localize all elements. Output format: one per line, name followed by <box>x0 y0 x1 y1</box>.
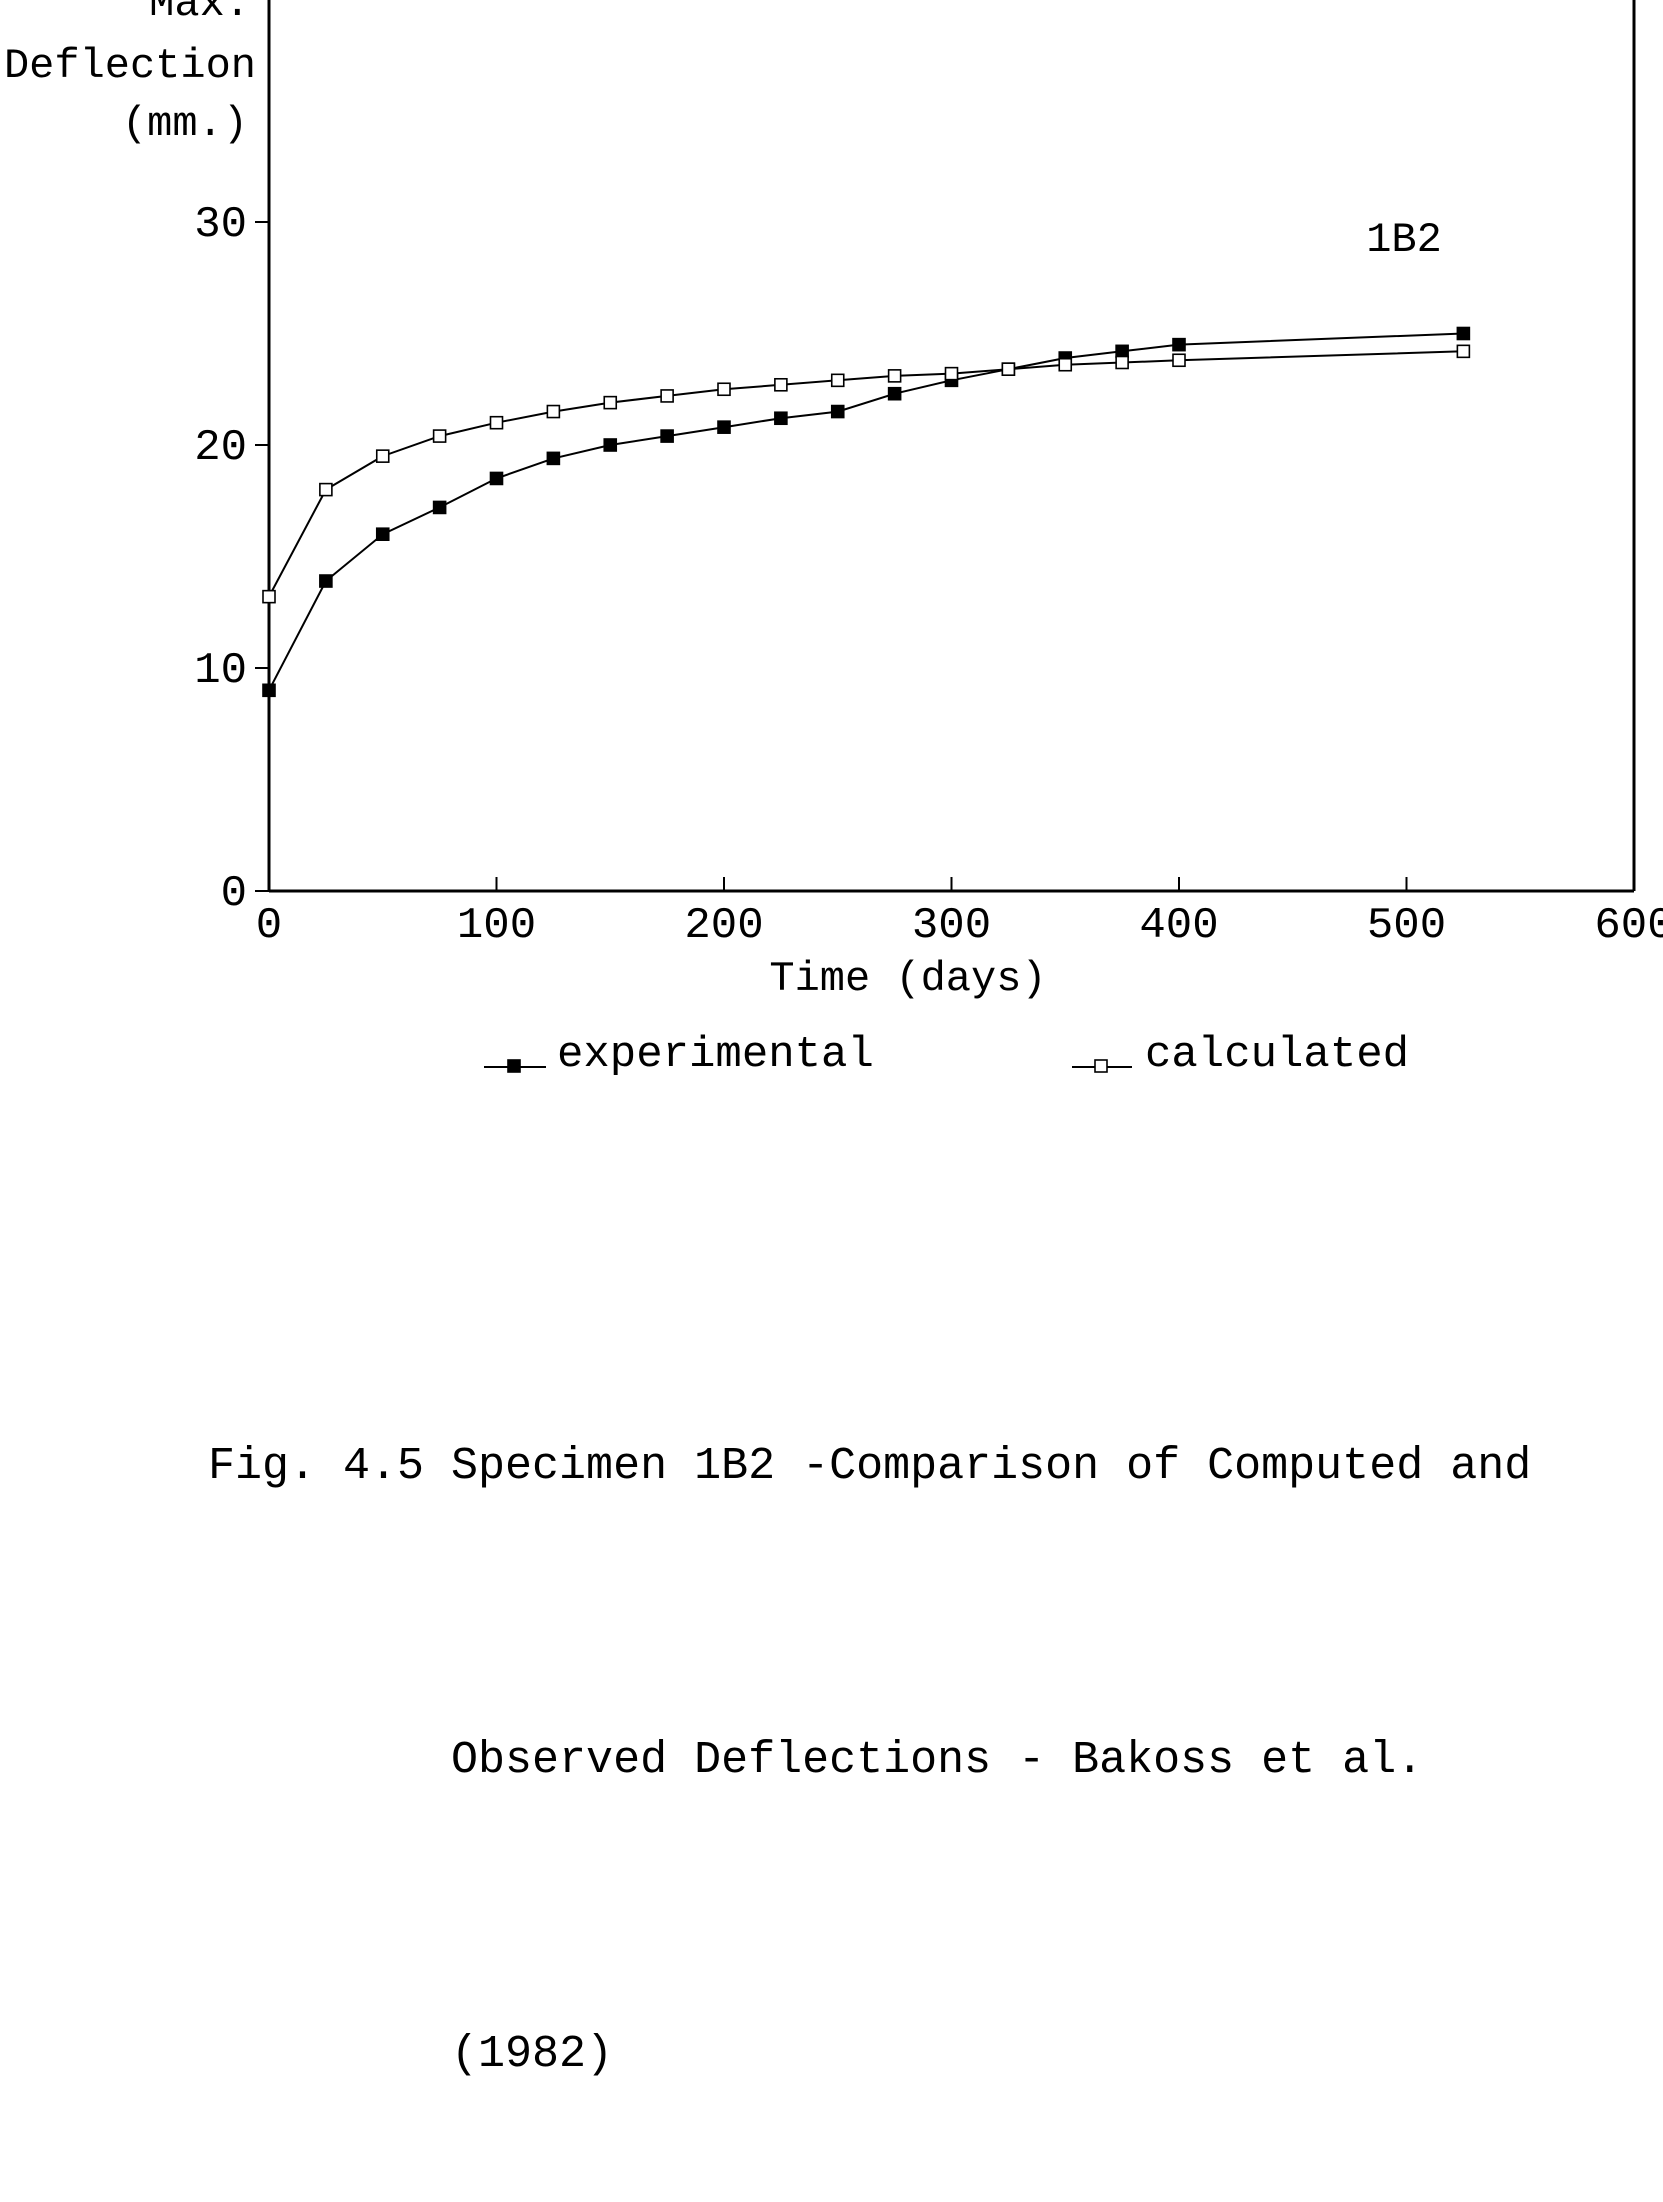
data-point-calculated <box>546 404 561 419</box>
data-point-calculated <box>1115 355 1129 370</box>
data-point-calculated <box>1456 344 1471 359</box>
legend-item-experimental: experimental <box>484 1030 874 1080</box>
data-point-experimental <box>1172 337 1186 352</box>
data-point-calculated <box>774 377 788 392</box>
series-line-experimental <box>268 332 1464 691</box>
data-point-calculated <box>603 395 618 410</box>
legend-label: calculated <box>1145 1030 1409 1080</box>
data-point-calculated <box>375 449 390 463</box>
data-point-experimental <box>319 574 333 588</box>
x-ticks: 0 100 200 300 400 500 600 <box>256 877 1663 951</box>
data-point-experimental <box>489 471 504 486</box>
data-point-calculated <box>660 389 674 403</box>
series-line-calculated <box>268 350 1464 598</box>
data-point-experimental <box>774 411 788 426</box>
data-point-experimental <box>546 451 561 466</box>
caption-line-1: Fig. 4.5 Specimen 1B2 -Comparison of Com… <box>208 1441 1532 1492</box>
legend-item-calculated: calculated <box>1072 1030 1409 1080</box>
y-tick-label: 10 <box>194 646 247 696</box>
x-tick-label: 600 <box>1594 901 1663 951</box>
legend: experimental calculated <box>484 1030 1409 1080</box>
deflection-chart: 0 10 20 30 0 100 200 300 400 500 600 Max. Deflect… <box>4 0 1663 1080</box>
y-ticks: 0 10 20 30 <box>194 200 269 919</box>
figure-caption: Fig. 4.5 Specimen 1B2 -Comparison of Com… <box>208 1222 1531 2202</box>
y-axis-label-line-3: (mm.) <box>122 100 248 148</box>
data-point-calculated <box>830 373 845 388</box>
axes <box>267 0 1636 893</box>
caption-line-3: (1982) <box>208 2029 614 2080</box>
y-tick-label: 0 <box>221 869 247 919</box>
data-point-experimental <box>887 386 902 401</box>
y-tick-label: 20 <box>194 423 247 473</box>
data-point-experimental <box>660 429 674 443</box>
data-point-calculated <box>489 415 504 430</box>
x-tick-label: 100 <box>457 901 536 951</box>
data-point-experimental <box>830 404 845 419</box>
series-experimental <box>262 326 1471 698</box>
data-point-calculated <box>319 482 333 497</box>
data-point-calculated <box>717 382 731 397</box>
data-point-calculated <box>1172 353 1186 368</box>
x-tick-label: 400 <box>1139 901 1218 951</box>
legend-label: experimental <box>557 1030 874 1080</box>
data-point-experimental <box>1456 326 1471 341</box>
data-point-experimental <box>262 683 276 698</box>
data-point-experimental <box>375 527 390 542</box>
caption-line-2: Observed Deflections - Bakoss et al. <box>208 1735 1424 1786</box>
y-axis-label: Max. Deflection (mm.) <box>4 0 256 148</box>
data-point-calculated <box>432 429 447 443</box>
specimen-annotation: 1B2 <box>1366 216 1442 264</box>
series-layer <box>262 326 1471 698</box>
x-tick-label: 500 <box>1367 901 1446 951</box>
data-point-experimental <box>1115 344 1129 359</box>
series-calculated <box>262 344 1471 604</box>
data-point-experimental <box>432 500 447 515</box>
data-point-calculated <box>262 589 276 604</box>
legend-marker <box>507 1059 521 1073</box>
data-point-calculated <box>887 369 902 383</box>
y-axis-label-line-1: Max. <box>149 0 250 28</box>
x-tick-label: 0 <box>256 901 282 951</box>
x-tick-label: 300 <box>912 901 991 951</box>
y-axis-label-line-2: Deflection <box>4 42 256 90</box>
data-point-experimental <box>717 420 731 434</box>
data-point-calculated <box>1001 362 1016 376</box>
x-axis-label: Time (days) <box>769 955 1046 1003</box>
x-tick-label: 200 <box>684 901 763 951</box>
data-point-experimental <box>603 438 618 452</box>
y-tick-label: 30 <box>194 200 247 250</box>
legend-marker <box>1094 1059 1108 1073</box>
data-point-calculated <box>944 366 959 381</box>
data-point-calculated <box>1058 357 1073 372</box>
